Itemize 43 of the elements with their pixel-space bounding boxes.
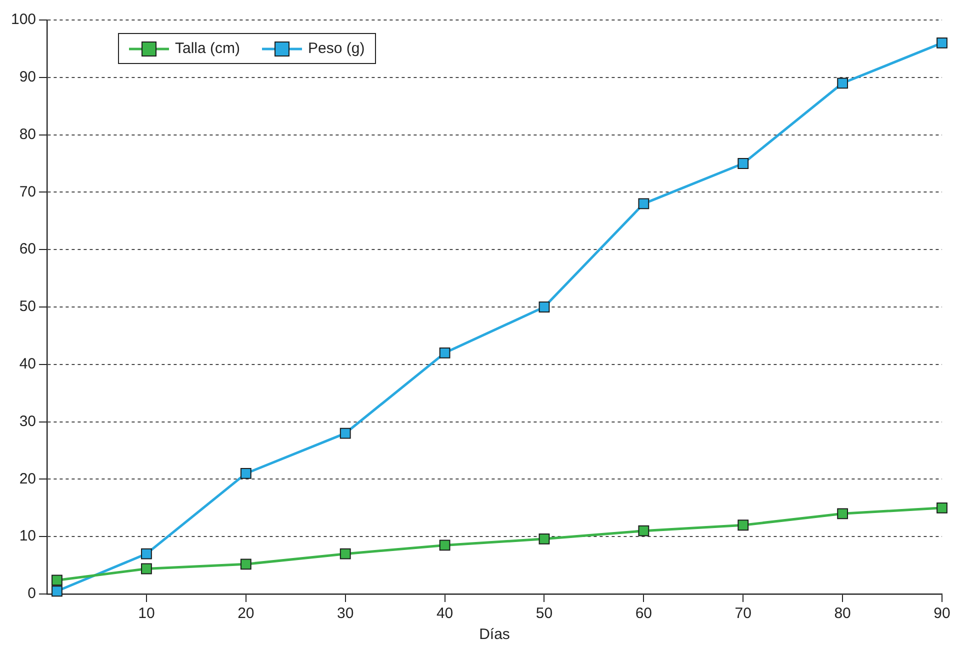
point [340, 548, 351, 560]
point [638, 198, 650, 210]
point [837, 78, 848, 89]
x-tick-label: 70 [734, 605, 752, 622]
y-tick-label: 50 [19, 298, 36, 316]
point [638, 525, 650, 536]
point [340, 428, 351, 439]
y-tick-label: 30 [19, 412, 36, 430]
x-tick-label: 60 [635, 605, 652, 622]
y-tick-label: 0 [28, 585, 36, 602]
point [439, 540, 450, 551]
point [52, 586, 62, 597]
point [141, 548, 152, 560]
x-tick-label: 90 [934, 605, 950, 622]
point [837, 508, 848, 520]
y-tick-label: 80 [19, 126, 36, 143]
y-tick-label: 60 [19, 240, 36, 258]
x-axis-title: Días [479, 626, 510, 644]
y-tick-label: 70 [19, 183, 36, 200]
x-tick-label: 10 [138, 605, 155, 622]
point [936, 502, 948, 514]
y-tick-label: 40 [19, 356, 36, 373]
y-tick-label: 100 [10, 11, 36, 28]
x-tick-label: 20 [238, 605, 254, 622]
x-tick-label: 50 [536, 605, 553, 622]
y-tick-label: 90 [19, 68, 36, 86]
point [936, 38, 948, 48]
point [538, 533, 550, 544]
point [738, 520, 749, 531]
point [538, 302, 550, 312]
point [240, 468, 252, 479]
point [240, 558, 252, 570]
point [738, 158, 749, 169]
legend-label: Peso (g) [308, 40, 365, 57]
x-tick-label: 30 [337, 605, 354, 622]
point [439, 347, 450, 358]
point [52, 574, 62, 586]
x-tick-label: 40 [436, 605, 454, 622]
y-tick-label: 10 [19, 528, 36, 545]
y-tick-label: 20 [19, 470, 36, 488]
legend-label: Talla (cm) [175, 40, 240, 57]
x-tick-label: 80 [834, 605, 851, 622]
point [141, 563, 152, 574]
